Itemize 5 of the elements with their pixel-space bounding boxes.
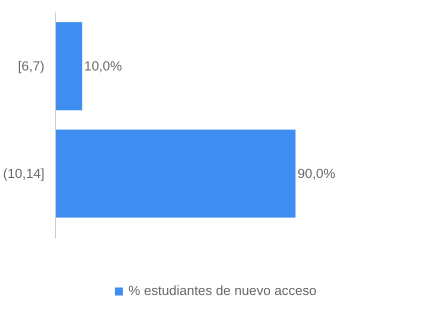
- y-tick-label: [6,7): [18, 58, 45, 74]
- legend-label: % estudiantes de nuevo acceso: [128, 283, 317, 298]
- data-label: 10,0%: [84, 58, 122, 74]
- y-tick-label: (10,14]: [3, 166, 45, 182]
- data-label: 90,0%: [298, 166, 336, 182]
